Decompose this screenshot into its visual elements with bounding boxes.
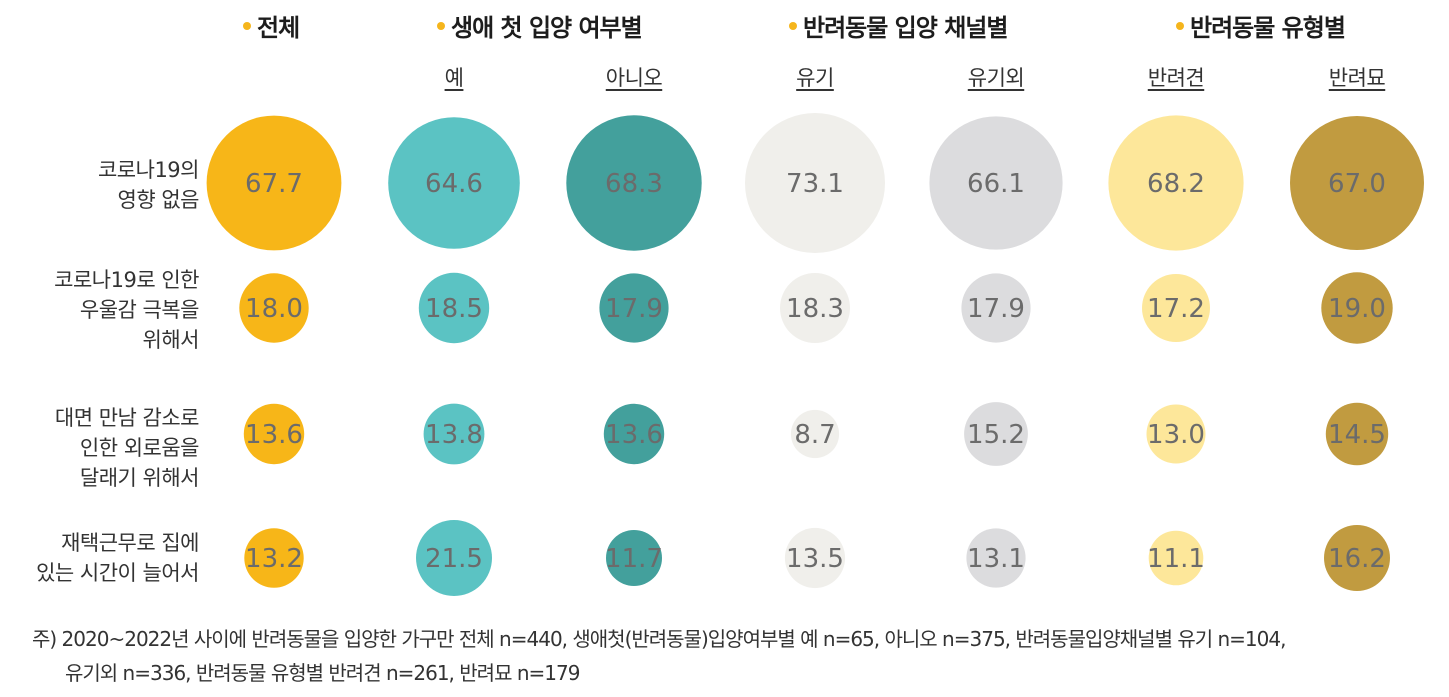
data-label-3-2: 11.7 — [605, 544, 663, 574]
bubble-0-3 — [745, 113, 885, 253]
data-label-3-5: 11.1 — [1147, 544, 1205, 574]
data-label-0-5: 68.2 — [1147, 169, 1205, 199]
data-label-0-0: 67.7 — [245, 169, 303, 199]
data-label-0-6: 67.0 — [1328, 169, 1386, 199]
bubble-1-6 — [1321, 272, 1393, 344]
bubble-3-4 — [966, 528, 1026, 588]
bubble-3-5 — [1148, 530, 1204, 586]
row-label-no-covid-effect: 코로나19의 영향 없음 — [97, 158, 200, 212]
bubble-2-1 — [423, 403, 485, 465]
bubble-2-4 — [964, 402, 1028, 466]
group-label: 반려동물 유형별 — [1190, 14, 1346, 42]
data-label-3-1: 21.5 — [425, 544, 483, 574]
data-label-3-3: 13.5 — [786, 544, 844, 574]
data-label-2-2: 13.6 — [605, 420, 663, 450]
data-label-1-1: 18.5 — [425, 294, 483, 324]
bubble-3-6 — [1324, 525, 1390, 591]
footnote-line-2: 유기외 n=336, 반려동물 유형별 반려견 n=261, 반려묘 n=179 — [65, 661, 580, 685]
bubble-0-1 — [388, 117, 520, 249]
row-label-relieve-loneliness: 대면 만남 감소로 인한 외로움을 달래기 위해서 — [54, 406, 200, 490]
data-label-0-4: 66.1 — [967, 169, 1025, 199]
bubble-1-2 — [599, 273, 669, 343]
group-header-total: 전체 — [243, 8, 300, 43]
bubble-1-1 — [418, 272, 490, 344]
bubble-2-0 — [243, 403, 305, 465]
bullet-icon — [789, 22, 797, 30]
bubble-1-0 — [239, 273, 309, 343]
data-label-1-3: 18.3 — [786, 294, 844, 324]
column-header-cat: 반려묘 — [1328, 66, 1386, 90]
column-header-abandoned: 유기 — [796, 66, 834, 90]
row-label-overcome-depression: 코로나19로 인한 우울감 극복을 위해서 — [54, 268, 199, 352]
bullet-icon — [1176, 22, 1184, 30]
group-label: 생애 첫 입양 여부별 — [451, 14, 643, 42]
group-header-pet-type: 반려동물 유형별 — [1176, 8, 1346, 43]
data-label-0-3: 73.1 — [786, 169, 844, 199]
column-header-no: 아니오 — [605, 66, 663, 90]
bullet-icon — [243, 22, 251, 30]
data-label-1-0: 18.0 — [245, 294, 303, 324]
column-header-dog: 반려견 — [1147, 66, 1205, 90]
bubble-3-1 — [416, 520, 492, 596]
bubble-0-2 — [566, 115, 702, 251]
bullet-icon — [437, 22, 445, 30]
bubble-0-6 — [1290, 116, 1424, 250]
row-label-more-time-home: 재택근무로 집에 있는 시간이 늘어서 — [36, 531, 199, 585]
data-label-1-2: 17.9 — [605, 294, 663, 324]
bubble-2-6 — [1325, 402, 1389, 466]
group-label: 반려동물 입양 채널별 — [803, 14, 1008, 42]
bubble-2-5 — [1146, 404, 1206, 464]
data-label-0-1: 64.6 — [425, 169, 483, 199]
data-label-1-6: 19.0 — [1328, 294, 1386, 324]
bubble-chart: 67.7 64.6 68.3 73.1 66.1 68.2 67.0 18.0 18.5 17.9… — [206, 113, 1424, 596]
bubble-3-0 — [244, 528, 304, 588]
bubble-3-3 — [784, 527, 846, 589]
bubble-0-0 — [206, 115, 342, 251]
data-label-0-2: 68.3 — [605, 169, 663, 199]
data-label-2-1: 13.8 — [425, 420, 483, 450]
data-label-2-3: 8.7 — [794, 420, 835, 450]
data-label-3-6: 16.2 — [1328, 544, 1386, 574]
bubble-1-4 — [961, 273, 1031, 343]
group-header-first-adoption: 생애 첫 입양 여부별 — [437, 8, 643, 43]
bubble-2-3 — [790, 409, 840, 459]
footnote-line-1: 주) 2020~2022년 사이에 반려동물을 입양한 가구만 전체 n=440… — [32, 627, 1286, 651]
group-label: 전체 — [257, 14, 300, 42]
bubble-2-2 — [603, 403, 665, 465]
bubble-0-5 — [1108, 115, 1244, 251]
bubble-0-4 — [929, 116, 1063, 250]
bubble-3-2 — [606, 530, 662, 586]
bubble-1-3 — [780, 273, 850, 343]
data-label-2-0: 13.6 — [245, 420, 303, 450]
data-label-1-4: 17.9 — [967, 294, 1025, 324]
data-label-1-5: 17.2 — [1147, 294, 1205, 324]
data-label-2-5: 13.0 — [1147, 420, 1205, 450]
data-label-2-6: 14.5 — [1328, 420, 1386, 450]
data-label-2-4: 15.2 — [967, 420, 1025, 450]
data-label-3-0: 13.2 — [245, 544, 303, 574]
footnote: 주) 2020~2022년 사이에 반려동물을 입양한 가구만 전체 n=440… — [32, 622, 1432, 690]
group-header-adoption-channel: 반려동물 입양 채널별 — [789, 8, 1008, 43]
column-header-non-abandoned: 유기외 — [967, 66, 1025, 90]
bubble-1-5 — [1142, 274, 1210, 342]
data-label-3-4: 13.1 — [967, 544, 1025, 574]
column-header-yes: 예 — [444, 66, 464, 90]
